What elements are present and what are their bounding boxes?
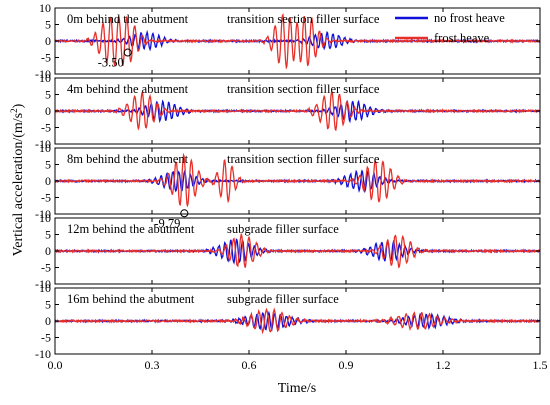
y-tick-label: -10	[35, 347, 51, 361]
panel-location-label: 16m behind the abutment	[67, 292, 195, 306]
series-frost-heave-line	[55, 90, 540, 132]
y-tick-label: 10	[39, 211, 51, 225]
x-tick-label: 1.5	[533, 358, 548, 372]
x-tick-label: 1.2	[436, 358, 451, 372]
y-tick-label: -5	[41, 191, 51, 205]
frame-layer	[54, 7, 541, 355]
y-tick-label: -10	[35, 277, 51, 291]
panel-location-label: 4m behind the abutment	[67, 82, 189, 96]
x-tick-label: 0.0	[48, 358, 63, 372]
x-tick-label: 0.9	[339, 358, 354, 372]
y-tick-label: -5	[41, 121, 51, 135]
y-tick-label: 0	[45, 174, 51, 188]
y-tick-label: 10	[39, 1, 51, 15]
panel-surface-label: subgrade filler surface	[227, 292, 339, 306]
series-frost-heave-line	[55, 152, 540, 208]
y-tick-label: 0	[45, 314, 51, 328]
peak-value-label: -9.79	[154, 216, 180, 230]
series-layer	[55, 13, 540, 335]
legend-entry: frost heave	[434, 31, 490, 45]
y-tick-label: 0	[45, 244, 51, 258]
y-tick-label: 5	[45, 158, 51, 172]
text-layer: Vertical acceleration/(m/s2) Time/s 10 5 0…	[9, 1, 548, 396]
y-tick-label: 5	[45, 228, 51, 242]
panel-surface-label: transition section filler surface	[227, 82, 380, 96]
y-tick-label: 5	[45, 18, 51, 32]
y-tick-label: 5	[45, 88, 51, 102]
x-axis-label: Time/s	[278, 381, 316, 396]
y-tick-label: 10	[39, 281, 51, 295]
y-tick-label: 0	[45, 34, 51, 48]
y-tick-label: -10	[35, 207, 51, 221]
panel-surface-label: transition section filler surface	[227, 152, 380, 166]
x-tick-label: 0.3	[145, 358, 160, 372]
series-frost-heave-line	[55, 232, 540, 269]
y-tick-label: -5	[41, 331, 51, 345]
series-frost-heave-line	[55, 13, 540, 70]
panel-location-label: 8m behind the abutment	[67, 152, 189, 166]
y-tick-label: -10	[35, 67, 51, 81]
y-tick-label: 10	[39, 141, 51, 155]
y-tick-label: -5	[41, 51, 51, 65]
y-tick-label: -5	[41, 261, 51, 275]
series-frost-heave-line	[55, 307, 540, 335]
panel-surface-label: transition section filler surface	[227, 12, 380, 26]
peak-value-label: -3.50	[98, 56, 124, 70]
y-tick-label: 5	[45, 298, 51, 312]
peak-marker	[180, 209, 189, 218]
panel-surface-label: subgrade filler surface	[227, 222, 339, 236]
panel-location-label: 12m behind the abutment	[67, 222, 195, 236]
y-axis-label: Vertical acceleration/(m/s2)	[9, 103, 26, 256]
legend-entry: no frost heave	[434, 11, 505, 25]
y-tick-label: 0	[45, 104, 51, 118]
y-tick-label: 10	[39, 71, 51, 85]
x-tick-label: 0.6	[242, 358, 257, 372]
y-tick-label: -10	[35, 137, 51, 151]
peak-marker	[123, 48, 132, 57]
panel-location-label: 0m behind the abutment	[67, 12, 189, 26]
